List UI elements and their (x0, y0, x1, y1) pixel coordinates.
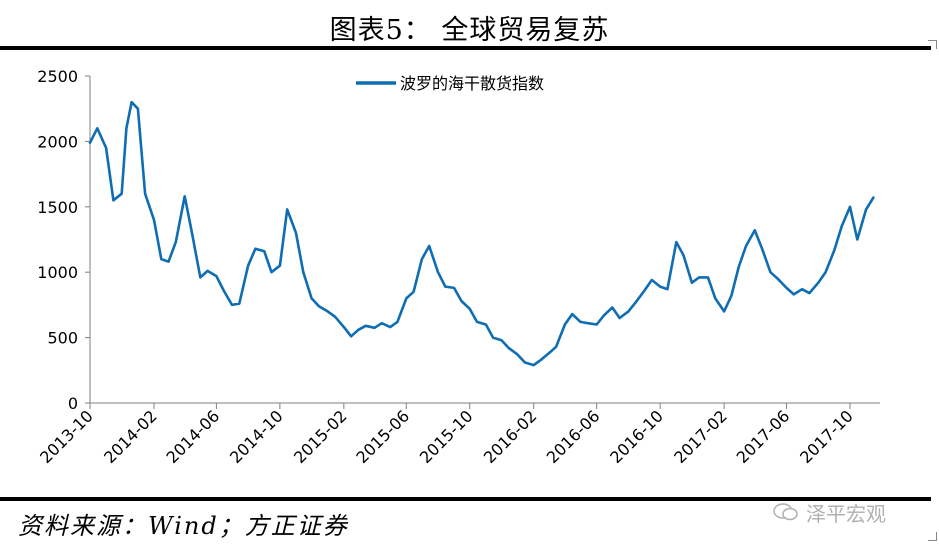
source-note: 资料来源：Wind；方正证券 (18, 512, 349, 540)
y-axis: 0 500 1000 1500 2000 2500 (37, 67, 91, 413)
wechat-icon (773, 503, 798, 521)
y-tick-label: 2000 (37, 132, 78, 151)
series-layer (88, 100, 875, 367)
x-tick-label: 2015-02 (290, 406, 351, 467)
corner-mark-bottom (928, 532, 937, 541)
x-tick-label: 2015-06 (352, 406, 413, 467)
x-tick-label: 2016-06 (543, 406, 604, 467)
legend: 波罗的海干散货指数 (356, 74, 544, 93)
corner-mark-top (928, 40, 937, 49)
watermark: 泽平宏观 (772, 496, 922, 528)
x-tick-label: 2014-06 (163, 406, 224, 467)
x-tick-label: 2014-02 (100, 406, 161, 467)
top-rule (0, 46, 931, 50)
legend-label: 波罗的海干散货指数 (400, 74, 544, 93)
x-tick-label: 2016-10 (606, 406, 667, 467)
x-tick-label: 2017-10 (796, 406, 857, 467)
watermark-text: 泽平宏观 (806, 501, 886, 526)
bottom-rule (0, 497, 931, 501)
y-tick-label: 1500 (37, 198, 78, 217)
y-tick-label: 0 (68, 394, 78, 413)
y-tick-label: 2500 (37, 67, 78, 86)
x-tick-label: 2015-10 (416, 406, 477, 467)
series-line (88, 100, 875, 367)
x-tick-label: 2013-10 (36, 406, 97, 467)
x-tick-label: 2014-10 (226, 406, 287, 467)
x-tick-label: 2017-02 (670, 406, 731, 467)
y-tick-label: 500 (47, 329, 78, 348)
x-tick-label: 2017-06 (733, 406, 794, 467)
figure-title: 图表5： 全球贸易复苏 (329, 15, 610, 46)
x-tick-label: 2016-02 (480, 406, 541, 467)
y-tick-label: 1000 (37, 263, 78, 282)
x-axis: 2013-10 2014-02 2014-06 2014-10 2015-02 2015-… (36, 402, 880, 467)
